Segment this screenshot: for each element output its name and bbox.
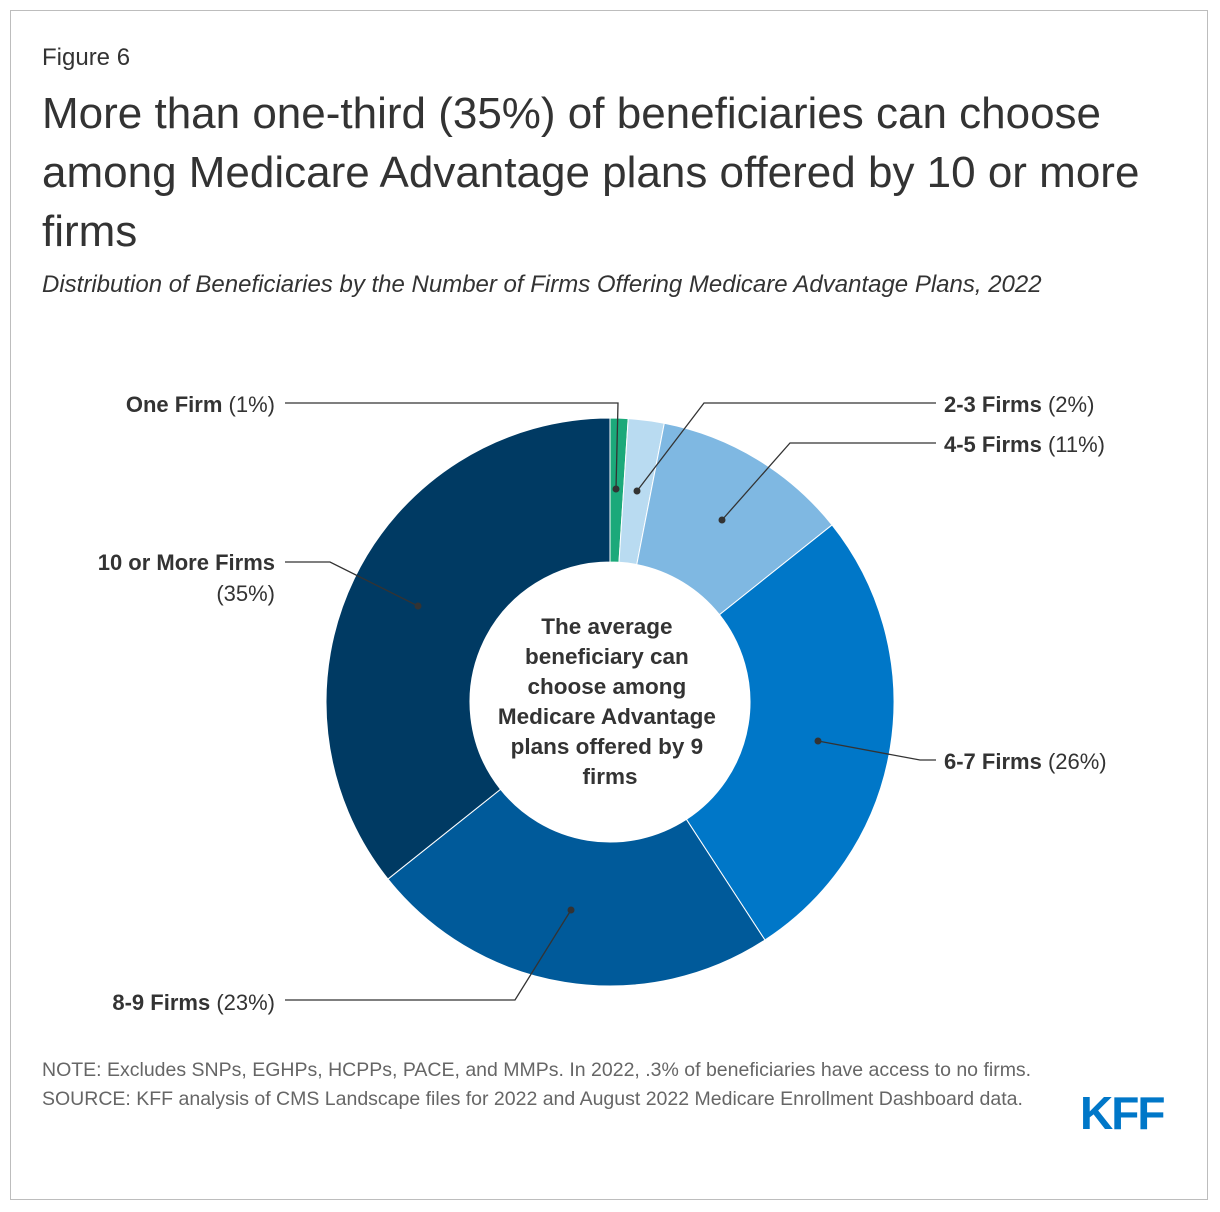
label-8-9-firms: 8-9 Firms (23%) (112, 990, 275, 1015)
leader-dot-5 (567, 906, 575, 914)
slice-10-or-more-firms (325, 417, 611, 880)
chart-subtitle: Distribution of Beneficiaries by the Num… (42, 271, 1042, 298)
leader-line-5 (285, 909, 572, 1001)
leader-line-6 (285, 561, 419, 607)
label-10-plus-firms-name: 10 or More Firms (98, 550, 275, 575)
note-text: NOTE: Excludes SNPs, EGHPs, HCPPs, PACE,… (42, 1059, 1032, 1081)
label-one-firm: One Firm (1%) (126, 392, 275, 417)
footnotes: NOTE: Excludes SNPs, EGHPs, HCPPs, PACE,… (42, 1056, 1062, 1114)
center-line-3: choose among (527, 674, 686, 699)
label-6-7-firms: 6-7 Firms (26%) (944, 749, 1107, 774)
figure-label: Figure 6 (42, 44, 131, 71)
label-4-5-firms: 4-5 Firms (11%) (944, 432, 1105, 457)
leader-lines (285, 402, 936, 1001)
figure-frame (10, 10, 1208, 1200)
slice-6-7-firms (685, 524, 895, 941)
center-annotation: The average beneficiary can choose among… (498, 614, 722, 789)
source-text: SOURCE: KFF analysis of CMS Landscape fi… (42, 1088, 1023, 1110)
donut-slices (325, 417, 895, 987)
leader-dot-3 (718, 516, 726, 524)
center-line-6: firms (582, 764, 637, 789)
center-line-1: The average (541, 614, 672, 639)
leader-dot-4 (814, 737, 822, 745)
label-2-3-firms: 2-3 Firms (2%) (944, 392, 1094, 417)
leader-dot-1 (612, 485, 620, 493)
kff-logo: KFF (1080, 1087, 1165, 1139)
center-line-4: Medicare Advantage (498, 704, 716, 729)
leader-dot-6 (414, 602, 422, 610)
chart-title: More than one-third (35%) of beneficiari… (42, 89, 1140, 256)
leader-line-2 (636, 402, 936, 492)
leader-dot-2 (633, 487, 641, 495)
slice-8-9-firms (387, 788, 766, 987)
leader-line-3 (721, 442, 936, 521)
leader-line-4 (817, 740, 936, 761)
label-10-plus-firms-value: (35%) (216, 581, 275, 606)
center-line-2: beneficiary can (525, 644, 689, 669)
center-line-5: plans offered by 9 (511, 734, 704, 759)
leader-line-1 (285, 402, 619, 490)
